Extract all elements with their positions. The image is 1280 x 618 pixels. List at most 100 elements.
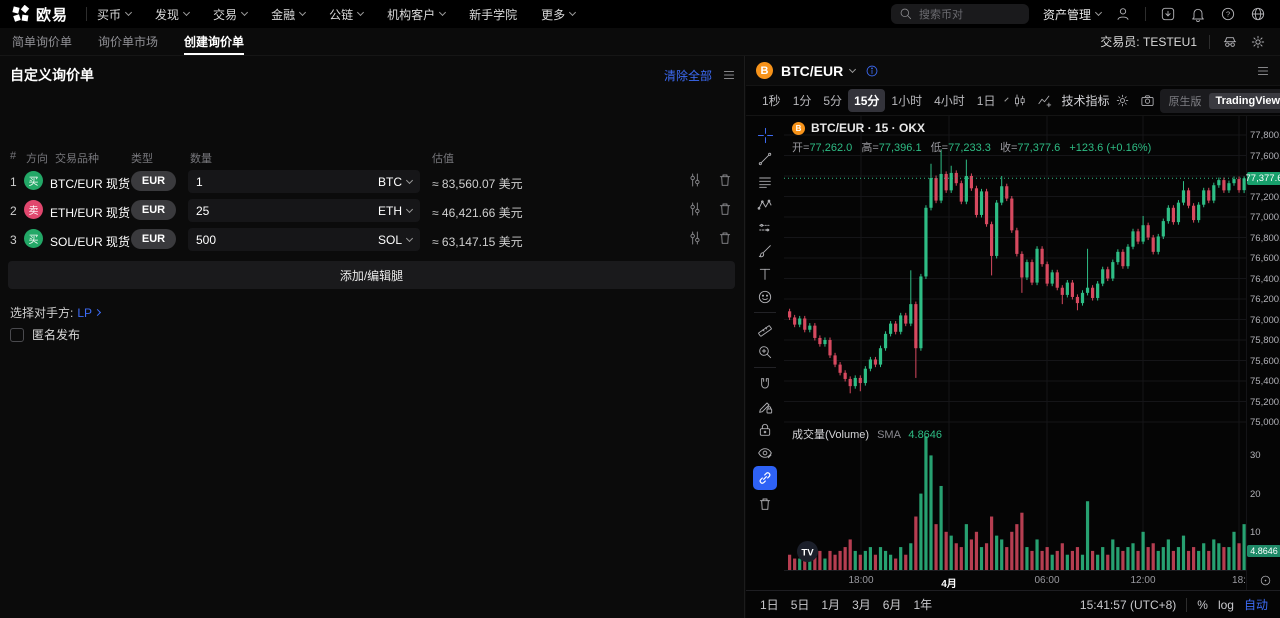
- interval-1d[interactable]: 1日: [976, 94, 996, 108]
- lock-tool-icon[interactable]: [751, 418, 779, 441]
- time-axis[interactable]: 18:00 4月 06:00 12:00 18:: [784, 570, 1271, 590]
- swap-direction-icon[interactable]: [687, 201, 703, 217]
- native-mode-button[interactable]: 原生版: [1168, 95, 1202, 108]
- hide-drawings-eye-icon[interactable]: [751, 441, 779, 464]
- range-1mo[interactable]: 1月: [821, 598, 841, 612]
- unit-selector[interactable]: BTC: [378, 175, 414, 189]
- tab-rfq-market[interactable]: 询价单市场: [98, 35, 159, 49]
- symbol-selector[interactable]: BTC/EUR: [781, 63, 857, 79]
- interval-15m[interactable]: 15分: [848, 89, 886, 112]
- interval-1s[interactable]: 1秒: [762, 94, 781, 108]
- log-scale-button[interactable]: log: [1217, 597, 1234, 612]
- price-tick: 77,800.0: [1250, 130, 1280, 141]
- crosshair-tool-icon[interactable]: [751, 124, 779, 147]
- delete-leg-icon[interactable]: [717, 230, 733, 246]
- chart-panel: B BTC/EUR 1秒 1分 5分 15分 1小时 4小时 1日 技术指标: [746, 56, 1280, 618]
- scroll-to-realtime-icon[interactable]: [1259, 574, 1272, 592]
- chart-settings-gear-icon[interactable]: [1115, 93, 1130, 108]
- range-6mo[interactable]: 6月: [882, 598, 902, 612]
- subnav-right: 交易员: TESTEU1: [1100, 33, 1280, 50]
- menu-buy-crypto[interactable]: 买币: [97, 6, 133, 23]
- pair-selector[interactable]: ETH/EUR 现货: [50, 204, 145, 221]
- interval-5m[interactable]: 5分: [823, 94, 843, 108]
- zoom-in-tool-icon[interactable]: [751, 340, 779, 363]
- add-edit-legs-button[interactable]: 添加/编辑腿: [8, 261, 735, 289]
- emoji-tool-icon[interactable]: [751, 285, 779, 308]
- pattern-tool-icon[interactable]: [751, 193, 779, 216]
- user-icon[interactable]: [1115, 6, 1131, 22]
- quantity-input[interactable]: 1 BTC: [188, 170, 420, 193]
- language-globe-icon[interactable]: [1250, 6, 1266, 22]
- indicators-label[interactable]: 技术指标: [1061, 94, 1110, 108]
- forecast-tool-icon[interactable]: [751, 216, 779, 239]
- fib-lines-tool-icon[interactable]: [751, 170, 779, 193]
- range-3mo[interactable]: 3月: [852, 598, 871, 612]
- incognito-icon[interactable]: [1222, 34, 1238, 50]
- swap-direction-icon[interactable]: [687, 172, 703, 188]
- interval-1m[interactable]: 1分: [792, 94, 812, 108]
- interval-1h[interactable]: 1小时: [891, 94, 923, 108]
- snapshot-camera-icon[interactable]: [1140, 93, 1155, 108]
- range-1y[interactable]: 1年: [913, 598, 933, 612]
- range-1d[interactable]: 1日: [760, 598, 779, 612]
- menu-trade[interactable]: 交易: [213, 6, 249, 23]
- quantity-input[interactable]: 25 ETH: [188, 199, 420, 222]
- unit-selector[interactable]: SOL: [378, 233, 414, 247]
- brush-tool-icon[interactable]: [751, 239, 779, 262]
- chart-canvas[interactable]: [784, 116, 1246, 590]
- interval-4h[interactable]: 4小时: [934, 94, 965, 108]
- info-icon[interactable]: [865, 64, 879, 78]
- menu-academy[interactable]: 新手学院: [469, 7, 518, 22]
- interval-more-chevron[interactable]: [1004, 96, 1010, 102]
- type-pill[interactable]: EUR: [131, 229, 176, 249]
- unit-selector[interactable]: ETH: [378, 204, 414, 218]
- volume-legend: 成交量(Volume) SMA 4.8646: [792, 429, 943, 441]
- sync-drawings-link-icon[interactable]: [753, 466, 777, 490]
- tab-simple-rfq[interactable]: 简单询价单: [12, 35, 73, 49]
- search-input[interactable]: 搜索币对: [890, 4, 1029, 24]
- auto-scale-button[interactable]: 自动: [1243, 598, 1268, 612]
- counterparty-selector[interactable]: LP: [77, 306, 102, 320]
- assets-menu[interactable]: 资产管理: [1043, 6, 1103, 23]
- download-app-icon[interactable]: [1160, 6, 1176, 22]
- okx-logo[interactable]: 欧易: [0, 4, 78, 25]
- tradingview-watermark[interactable]: TV: [796, 540, 819, 568]
- edit-lock-tool-icon[interactable]: [751, 395, 779, 418]
- menu-more[interactable]: 更多: [541, 6, 577, 23]
- type-pill[interactable]: EUR: [131, 171, 176, 191]
- settings-gear-icon[interactable]: [1250, 34, 1266, 50]
- measure-ruler-icon[interactable]: [751, 317, 779, 340]
- delete-leg-icon[interactable]: [717, 201, 733, 217]
- text-tool-icon[interactable]: [751, 262, 779, 285]
- price-axis[interactable]: 77,800.0 77,600.0 77,200.0 77,000.0 76,800.0…: [1246, 116, 1280, 590]
- trendline-tool-icon[interactable]: [751, 147, 779, 170]
- percent-scale-button[interactable]: %: [1197, 597, 1208, 612]
- help-icon[interactable]: ?: [1220, 6, 1236, 22]
- swap-direction-icon[interactable]: [687, 230, 703, 246]
- menu-institutional[interactable]: 机构客户: [387, 6, 447, 23]
- menu-finance[interactable]: 金融: [271, 6, 307, 23]
- tab-create-rfq[interactable]: 创建询价单: [184, 28, 245, 55]
- list-menu-icon[interactable]: [722, 68, 736, 82]
- anonymous-checkbox[interactable]: [10, 327, 24, 342]
- candle-style-icon[interactable]: [1012, 93, 1027, 108]
- quantity-input[interactable]: 500 SOL: [188, 228, 420, 251]
- notifications-bell-icon[interactable]: [1190, 6, 1206, 22]
- menu-chain[interactable]: 公链: [329, 6, 365, 23]
- range-5d[interactable]: 5日: [790, 598, 810, 612]
- type-pill[interactable]: EUR: [131, 200, 176, 220]
- indicators-icon[interactable]: [1037, 93, 1052, 108]
- magnet-tool-icon[interactable]: [751, 372, 779, 395]
- pair-selector[interactable]: BTC/EUR 现货: [50, 175, 145, 192]
- pair-selector[interactable]: SOL/EUR 现货: [50, 233, 145, 250]
- candlestick-chart[interactable]: B BTC/EUR · 15 · OKX 开=77,262.0 高=77,396…: [784, 116, 1246, 590]
- leg-index: 1: [10, 175, 17, 189]
- menu-discover[interactable]: 发现: [155, 6, 191, 23]
- chart-clock[interactable]: 15:41:57 (UTC+8): [1079, 597, 1177, 612]
- delete-leg-icon[interactable]: [717, 172, 733, 188]
- clear-all-button[interactable]: 清除全部: [663, 68, 712, 83]
- remove-drawings-trash-icon[interactable]: [751, 492, 779, 515]
- chart-list-icon[interactable]: [1256, 64, 1270, 78]
- tradingview-mode-button[interactable]: TradingView: [1208, 92, 1280, 109]
